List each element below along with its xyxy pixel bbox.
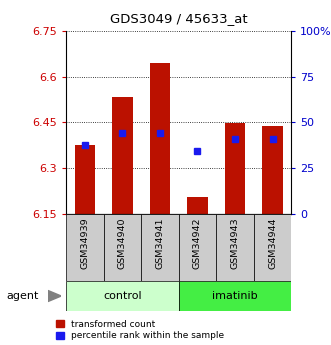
Text: GSM34944: GSM34944 (268, 217, 277, 269)
Text: GSM34940: GSM34940 (118, 217, 127, 269)
Bar (141, 214, 179, 281)
Bar (179, 214, 216, 281)
Legend: transformed count, percentile rank within the sample: transformed count, percentile rank withi… (56, 320, 224, 341)
Bar (66, 281, 179, 310)
Bar (187, 197, 208, 214)
Text: GSM34941: GSM34941 (156, 217, 165, 269)
Bar (216, 214, 254, 281)
Text: GSM34942: GSM34942 (193, 217, 202, 269)
Bar (225, 123, 245, 214)
Bar (75, 145, 95, 214)
Bar (262, 126, 283, 214)
Text: agent: agent (7, 291, 39, 301)
Polygon shape (48, 290, 61, 302)
Text: imatinib: imatinib (212, 291, 258, 301)
Bar (66, 214, 104, 281)
Text: GSM34943: GSM34943 (230, 217, 240, 269)
Bar (254, 214, 291, 281)
Bar (112, 97, 133, 214)
Text: control: control (103, 291, 142, 301)
Bar (179, 281, 291, 310)
Text: GSM34939: GSM34939 (80, 217, 89, 269)
Bar (150, 63, 170, 214)
Text: GDS3049 / 45633_at: GDS3049 / 45633_at (110, 12, 248, 26)
Bar (104, 214, 141, 281)
